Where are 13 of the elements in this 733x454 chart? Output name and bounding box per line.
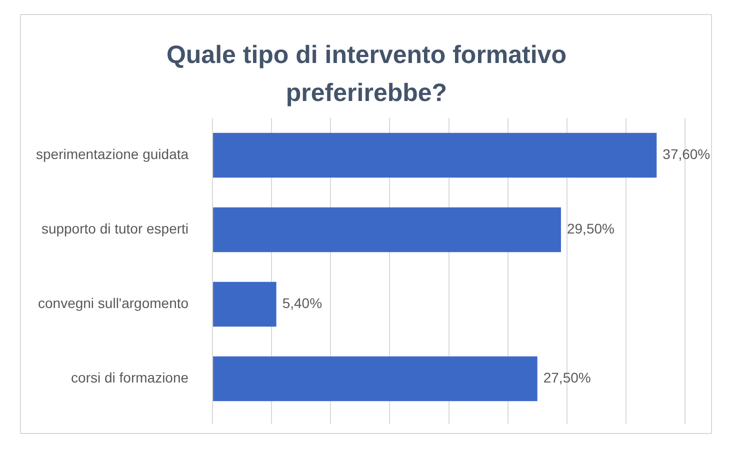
- y-tick-label: corsi di formazione: [71, 370, 189, 386]
- chart-title: Quale tipo di intervento formativo preferirebbe?: [165, 40, 568, 109]
- bar: [213, 207, 561, 252]
- y-tick-label: convegni sull'argomento: [38, 295, 189, 312]
- bar: [213, 282, 276, 327]
- bar: [213, 132, 657, 178]
- data-label: 5,40%: [282, 295, 322, 312]
- data-label: 29,50%: [566, 220, 614, 237]
- y-tick-label: sperimentazione guidata: [36, 146, 189, 162]
- bar: [213, 356, 538, 402]
- y-tick-label: supporto di tutor esperti: [41, 220, 189, 237]
- data-label: 37,60%: [662, 146, 710, 162]
- data-label: 27,50%: [543, 370, 591, 386]
